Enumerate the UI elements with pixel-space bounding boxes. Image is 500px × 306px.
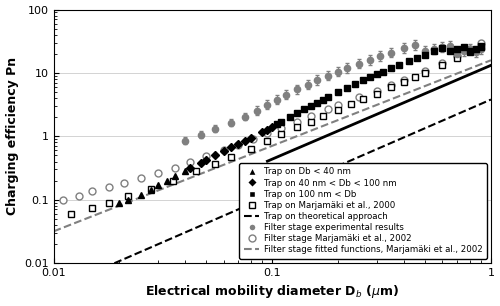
Y-axis label: Charging efficiency Pn: Charging efficiency Pn	[6, 57, 18, 215]
Legend: Trap on Db < 40 nm, Trap on 40 nm < Db < 100 nm, Trap on 100 nm < Db, Trap on Ma: Trap on Db < 40 nm, Trap on 40 nm < Db <…	[240, 163, 486, 259]
X-axis label: Electrical mobility diameter D$_b$ ($\mu$m): Electrical mobility diameter D$_b$ ($\mu…	[146, 283, 399, 300]
